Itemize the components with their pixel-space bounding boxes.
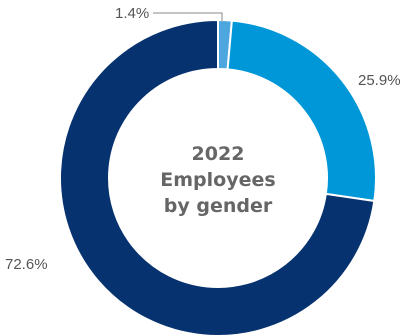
- center-title-line-1: 2022: [192, 143, 245, 165]
- center-title-line-3: by gender: [164, 195, 273, 217]
- center-title-line-2: Employees: [160, 169, 275, 191]
- slice-label-25.9: 25.9%: [358, 72, 401, 89]
- leader-line-1.4: [153, 12, 223, 21]
- slice-label-72.6: 72.6%: [5, 256, 48, 273]
- slice-label-1.4: 1.4%: [115, 5, 149, 22]
